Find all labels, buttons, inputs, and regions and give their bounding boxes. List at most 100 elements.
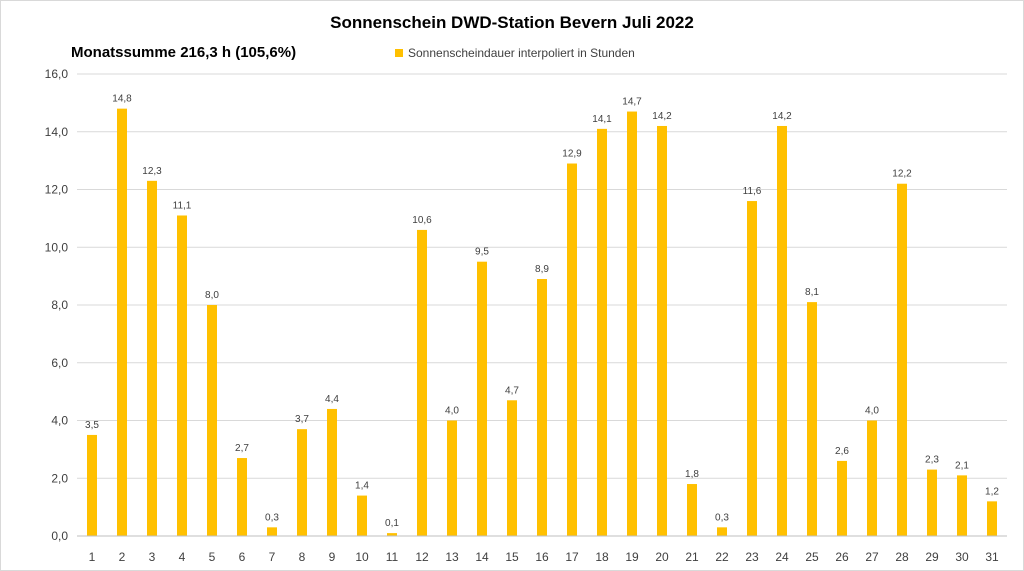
bar: [267, 527, 277, 536]
x-tick-label: 6: [239, 550, 246, 564]
data-label: 11,1: [173, 200, 192, 211]
x-tick-label: 7: [269, 550, 276, 564]
bar: [327, 408, 337, 536]
x-tick-label: 31: [985, 550, 999, 564]
chart-title: Sonnenschein DWD-Station Bevern Juli 202…: [330, 13, 694, 32]
data-label: 4,0: [445, 406, 459, 417]
bar: [627, 111, 637, 536]
bar: [147, 180, 157, 536]
bar: [657, 125, 667, 536]
data-label: 1,4: [355, 481, 369, 492]
data-label: 12,3: [142, 166, 162, 177]
data-label: 11,6: [743, 186, 762, 197]
data-label: 14,2: [772, 111, 792, 122]
y-tick-label: 2,0: [51, 471, 68, 485]
data-label: 14,7: [622, 97, 642, 108]
legend: Sonnenscheindauer interpoliert in Stunde…: [395, 46, 635, 60]
bar: [477, 261, 487, 536]
data-label: 8,0: [205, 290, 219, 301]
data-label: 10,6: [412, 215, 432, 226]
bar: [597, 128, 607, 537]
x-tick-label: 8: [299, 550, 306, 564]
y-tick-label: 8,0: [51, 298, 68, 312]
x-tick-label: 24: [775, 550, 789, 564]
bar: [537, 279, 547, 536]
x-tick-label: 25: [805, 550, 819, 564]
x-tick-label: 10: [355, 550, 369, 564]
y-tick-label: 12,0: [45, 183, 69, 197]
x-tick-label: 30: [955, 550, 969, 564]
data-label: 2,7: [235, 443, 249, 454]
bar: [417, 229, 427, 537]
bar: [447, 420, 457, 536]
bar: [297, 429, 307, 536]
y-tick-label: 14,0: [45, 125, 69, 139]
bar: [507, 400, 517, 536]
x-axis-ticks: 1 2 3 4 5 6 7 8 9 10 11 12 13 14 15 16 17 18 19 20 21 22 23 24 2…: [89, 550, 999, 564]
x-tick-label: 26: [835, 550, 849, 564]
data-label: 0,3: [715, 512, 729, 523]
data-label: 0,3: [265, 512, 279, 523]
x-tick-label: 11: [386, 550, 399, 564]
data-label: 8,9: [535, 264, 549, 275]
bar: [117, 108, 127, 537]
data-label: 1,2: [985, 486, 999, 497]
data-label: 2,1: [955, 460, 969, 471]
data-label: 2,3: [925, 455, 939, 466]
x-tick-label: 20: [655, 550, 669, 564]
x-tick-label: 13: [445, 550, 459, 564]
x-tick-label: 23: [745, 550, 759, 564]
x-tick-label: 15: [505, 550, 519, 564]
data-label: 4,7: [505, 385, 519, 396]
data-label: 14,8: [112, 94, 132, 105]
data-label: 1,8: [685, 469, 699, 480]
data-label: 14,1: [592, 114, 612, 125]
x-tick-label: 14: [475, 550, 489, 564]
y-tick-label: 10,0: [45, 240, 69, 254]
bar: [717, 527, 727, 536]
y-tick-label: 4,0: [51, 414, 68, 428]
y-axis-ticks: 0,0 2,0 4,0 6,0 8,0 10,0 12,0 14,0 16,0: [45, 67, 69, 543]
x-tick-label: 5: [209, 550, 216, 564]
bar: [387, 533, 397, 536]
data-label: 14,2: [652, 111, 672, 122]
y-tick-label: 6,0: [51, 356, 68, 370]
bar: [927, 469, 937, 536]
y-tick-label: 16,0: [45, 67, 69, 81]
bar: [747, 201, 757, 537]
x-tick-label: 29: [925, 550, 939, 564]
data-label: 4,4: [325, 394, 339, 405]
x-tick-label: 17: [565, 550, 579, 564]
x-tick-label: 28: [895, 550, 909, 564]
data-label: 9,5: [475, 247, 489, 258]
x-tick-label: 19: [625, 550, 639, 564]
bar: [87, 434, 97, 536]
bar: [897, 183, 907, 536]
legend-swatch: [395, 49, 403, 57]
bar: [567, 163, 577, 536]
bar: [807, 302, 817, 536]
data-label: 0,1: [385, 518, 399, 529]
x-tick-label: 16: [535, 550, 549, 564]
bar: [867, 420, 877, 536]
bar: [777, 125, 787, 536]
x-tick-label: 22: [715, 550, 729, 564]
x-tick-label: 9: [329, 550, 336, 564]
bar: [837, 460, 847, 536]
y-tick-label: 0,0: [51, 529, 68, 543]
x-tick-label: 12: [415, 550, 429, 564]
bar: [207, 305, 217, 536]
chart-subtitle: Monatssumme 216,3 h (105,6%): [71, 44, 296, 61]
x-tick-label: 21: [685, 550, 699, 564]
x-tick-label: 3: [149, 550, 156, 564]
bar: [987, 501, 997, 536]
data-label: 12,9: [562, 149, 582, 160]
bar: [177, 215, 187, 537]
x-tick-label: 4: [179, 550, 186, 564]
bar: [957, 475, 967, 536]
data-labels: 3,5 14,8 12,3 11,1 8,0 2,7 0,3 3,7 4,4 1,4 0,1 10,6…: [85, 94, 999, 529]
bar: [687, 484, 697, 536]
data-label: 4,0: [865, 406, 879, 417]
x-tick-label: 1: [89, 550, 96, 564]
